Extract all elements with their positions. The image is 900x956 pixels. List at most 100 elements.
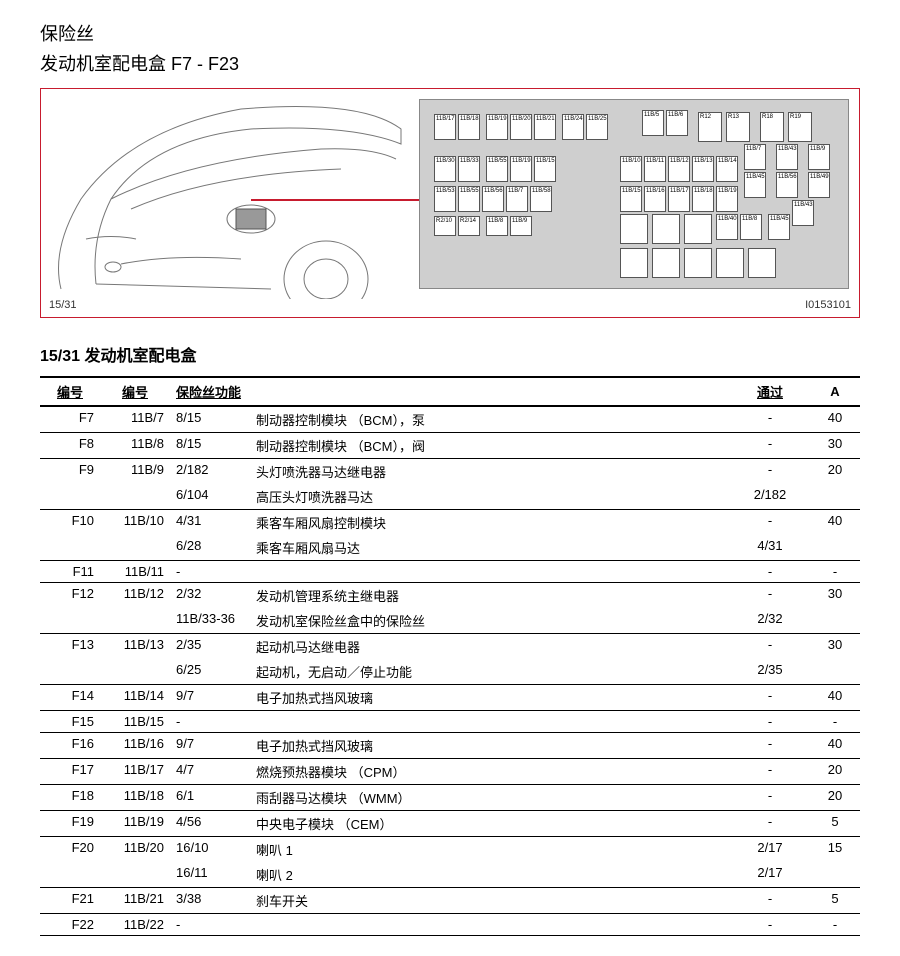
fuse-slot — [620, 248, 648, 278]
cell-code: 2/182 — [170, 459, 250, 485]
fuse-slot — [620, 214, 648, 244]
cell-code: 8/15 — [170, 406, 250, 433]
fuse-slot: 11B/9 — [510, 216, 532, 236]
fuse-slot: 11B/11 — [644, 156, 666, 182]
cell-pass: - — [730, 433, 810, 459]
fuse-slot: 11B/19 — [716, 186, 738, 212]
cell-amp: 40 — [810, 733, 860, 759]
cell-desc: 制动器控制模块 （BCM），阀 — [250, 433, 730, 459]
fuse-table: 编号 编号 保险丝功能 通过 A F711B/78/15制动器控制模块 （BCM… — [40, 376, 860, 936]
cell-pass: 2/182 — [730, 484, 810, 510]
cell-pass: - — [730, 685, 810, 711]
cell-code: 16/10 — [170, 837, 250, 863]
cell-desc: 乘客车厢风扇马达 — [250, 535, 730, 561]
table-row: F2111B/213/38刹车开关-5 — [40, 888, 860, 914]
cell-pass: - — [730, 711, 810, 733]
cell-amp: 20 — [810, 759, 860, 785]
cell-id: F10 — [40, 510, 100, 561]
cell-desc: 制动器控制模块 （BCM），泵 — [250, 406, 730, 433]
fuse-slot: 11B/17 — [434, 114, 456, 140]
cell-desc — [250, 711, 730, 733]
cell-amp: 40 — [810, 510, 860, 561]
cell-num: 11B/10 — [100, 510, 170, 561]
cell-pass: - — [730, 914, 810, 936]
fuse-slot: 11B/30 — [434, 156, 456, 182]
cell-amp: 30 — [810, 583, 860, 634]
cell-amp: 20 — [810, 785, 860, 811]
th-num: 编号 — [100, 377, 170, 406]
table-row: F1411B/149/7电子加热式挡风玻璃-40 — [40, 685, 860, 711]
cell-amp: 30 — [810, 634, 860, 685]
fuse-slot — [684, 248, 712, 278]
cell-num: 11B/18 — [100, 785, 170, 811]
cell-desc: 中央电子模块 （CEM） — [250, 811, 730, 837]
cell-amp: - — [810, 914, 860, 936]
fuse-slot: 11B/43 — [776, 144, 798, 170]
fuse-slot — [684, 214, 712, 244]
cell-id: F9 — [40, 459, 100, 510]
fuse-slot: 11B/6 — [666, 110, 688, 136]
th-amp: A — [810, 377, 860, 406]
cell-code: 8/15 — [170, 433, 250, 459]
cell-code: 6/25 — [170, 659, 250, 685]
fuse-slot: 11B/16 — [644, 186, 666, 212]
fuse-slot: 11B/56 — [482, 186, 504, 212]
diagram-frame: 11B/1711B/1811B/1911B/2011B/2111B/2411B/… — [40, 88, 860, 318]
cell-pass: 2/35 — [730, 659, 810, 685]
fuse-slot: 11B/24 — [562, 114, 584, 140]
fuse-slot: 11B/40 — [716, 214, 738, 240]
fuse-slot: 11B/55 — [458, 186, 480, 212]
cell-desc — [250, 914, 730, 936]
cell-desc: 发动机管理系统主继电器 — [250, 583, 730, 609]
cell-pass: - — [730, 785, 810, 811]
cell-desc: 头灯喷洗器马达继电器 — [250, 459, 730, 485]
cell-num: 11B/7 — [100, 406, 170, 433]
cell-id: F13 — [40, 634, 100, 685]
fuse-slot: 11B/18 — [458, 114, 480, 140]
fuse-slot: 11B/25 — [586, 114, 608, 140]
cell-id: F22 — [40, 914, 100, 936]
fuse-slot — [652, 214, 680, 244]
cell-code: - — [170, 561, 250, 583]
cell-num: 11B/14 — [100, 685, 170, 711]
table-row: F2011B/2016/10喇叭 12/1715 — [40, 837, 860, 863]
cell-num: 11B/15 — [100, 711, 170, 733]
cell-code: 6/1 — [170, 785, 250, 811]
cell-pass: - — [730, 583, 810, 609]
fuse-slot: R18 — [760, 112, 784, 142]
cell-pass: - — [730, 759, 810, 785]
cell-desc: 刹车开关 — [250, 888, 730, 914]
fuse-slot: 11B/56 — [776, 172, 798, 198]
fuse-slot: 11B/58 — [530, 186, 552, 212]
cell-num: 11B/12 — [100, 583, 170, 634]
cell-num: 11B/19 — [100, 811, 170, 837]
cell-pass: 2/17 — [730, 862, 810, 888]
fuse-slot: 11B/7 — [744, 144, 766, 170]
fuse-slot: 11B/19 — [486, 114, 508, 140]
fuse-slot: 11B/8 — [486, 216, 508, 236]
fuse-slot: 11B/7 — [506, 186, 528, 212]
th-id: 编号 — [40, 377, 100, 406]
cell-num: 11B/11 — [100, 561, 170, 583]
cell-pass: - — [730, 459, 810, 485]
cell-desc: 雨刮器马达模块 （WMM） — [250, 785, 730, 811]
table-row: F911B/92/182头灯喷洗器马达继电器-20 — [40, 459, 860, 485]
cell-code: 3/38 — [170, 888, 250, 914]
fuse-slot: 11B/19 — [510, 156, 532, 182]
cell-pass: 2/17 — [730, 837, 810, 863]
cell-desc: 电子加热式挡风玻璃 — [250, 733, 730, 759]
table-row: F2211B/22--- — [40, 914, 860, 936]
cell-amp: 5 — [810, 811, 860, 837]
table-row: F1811B/186/1雨刮器马达模块 （WMM）-20 — [40, 785, 860, 811]
fuse-slot: 11B/53 — [434, 186, 456, 212]
fuse-slot: 11B/21 — [534, 114, 556, 140]
cell-amp: 5 — [810, 888, 860, 914]
cell-pass: - — [730, 510, 810, 536]
cell-num: 11B/16 — [100, 733, 170, 759]
cell-num: 11B/21 — [100, 888, 170, 914]
table-row: F1311B/132/35起动机马达继电器-30 — [40, 634, 860, 660]
section-heading: 15/31 发动机室配电盒 — [40, 342, 860, 366]
fuse-slot: 11B/5 — [642, 110, 664, 136]
fuse-slot: 11B/13 — [692, 156, 714, 182]
table-row: F1711B/174/7燃烧预热器模块 （CPM）-20 — [40, 759, 860, 785]
